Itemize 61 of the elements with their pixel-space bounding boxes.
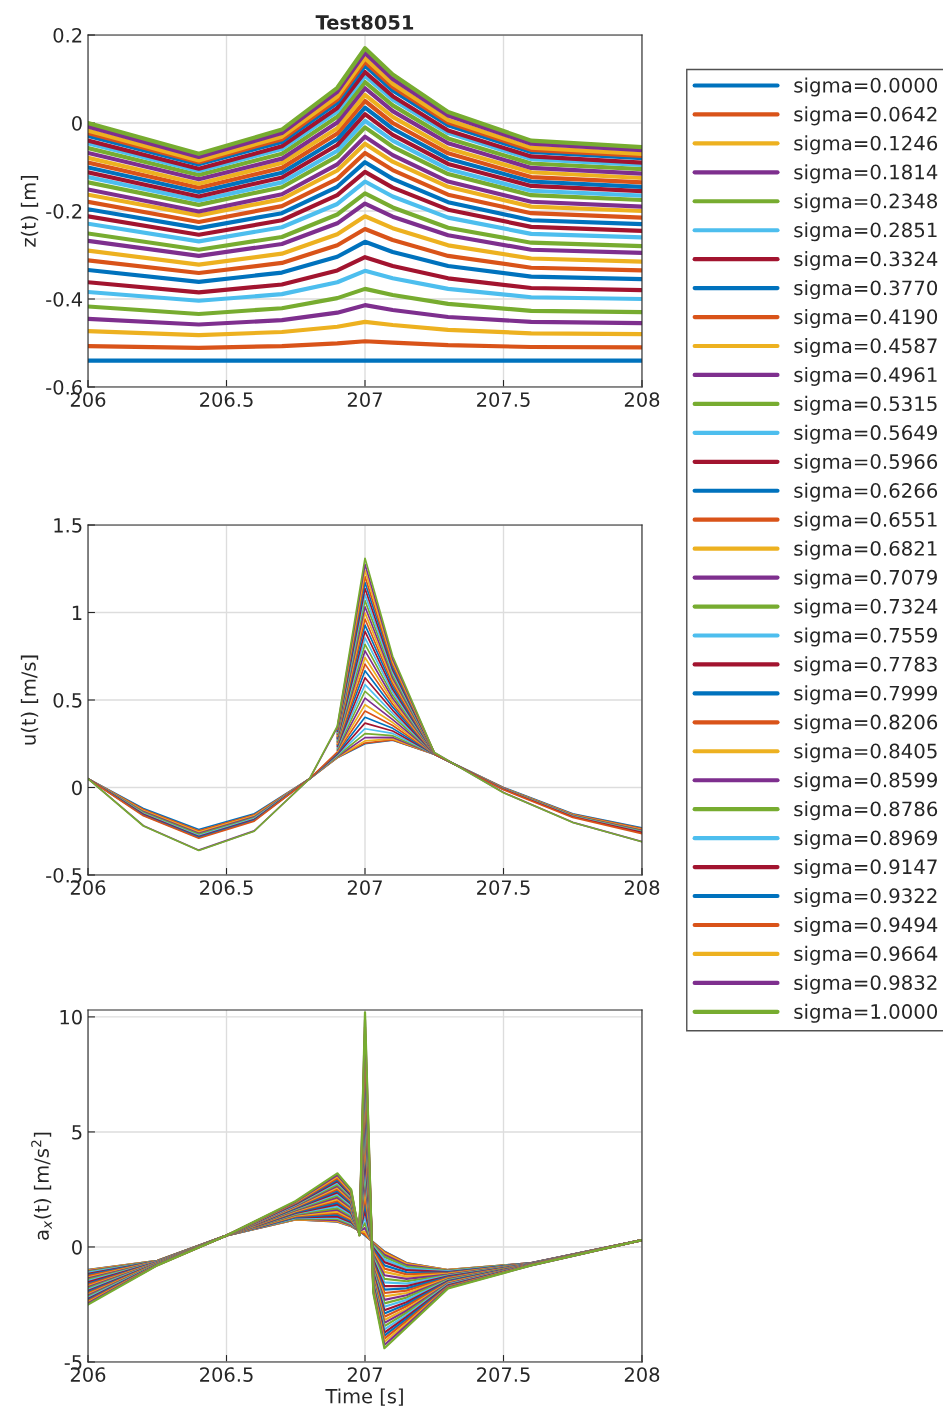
x-tick-label: 206.5	[200, 880, 253, 895]
legend-label: sigma=0.1246	[794, 135, 938, 155]
y-axis-title: z(t) [m]	[20, 176, 39, 247]
y-tick-label: -0.2	[46, 203, 82, 219]
y-tick-label: 10	[60, 1009, 82, 1025]
legend-label: sigma=0.0642	[794, 106, 937, 126]
legend-label: sigma=0.8969	[794, 830, 937, 850]
legend-label: sigma=0.8599	[794, 772, 937, 792]
legend-label: sigma=0.0000	[794, 77, 938, 97]
x-tick-label: 206.5	[200, 392, 253, 407]
x-axis-title: Time [s]	[325, 1388, 403, 1406]
legend-label: sigma=0.7999	[794, 685, 937, 705]
legend-label: sigma=1.0000	[794, 1003, 938, 1023]
y-tick-label: 0	[72, 115, 82, 131]
y-tick-label: 0	[72, 1239, 82, 1255]
legend-label: sigma=0.9147	[794, 859, 937, 879]
legend-label: sigma=0.7783	[794, 656, 937, 676]
legend-label: sigma=0.3770	[794, 280, 938, 300]
legend-label: sigma=0.1814	[794, 164, 938, 184]
x-tick-label: 207	[347, 1367, 382, 1382]
legend-label: sigma=0.8405	[794, 743, 937, 763]
legend-label: sigma=0.8786	[794, 801, 938, 821]
y-tick-label: 0.5	[53, 692, 82, 708]
x-tick-label: 206.5	[200, 1367, 253, 1382]
legend-label: sigma=0.3324	[794, 251, 938, 271]
legend-label: sigma=0.9322	[794, 887, 937, 908]
legend-label: sigma=0.7559	[794, 627, 937, 647]
y-tick-label: 1.5	[54, 518, 82, 533]
y-axis-title: a$_{x}$(t) [m/s$^{2}$]	[31, 1132, 52, 1240]
chart-title: Test8051	[315, 15, 414, 30]
legend-label: sigma=0.9664	[794, 945, 938, 965]
y-tick-label: 5	[72, 1125, 82, 1140]
y-tick-label: -0.4	[46, 291, 83, 307]
legend-label: sigma=0.9494	[794, 916, 938, 936]
legend-label: sigma=0.4190	[794, 308, 938, 329]
legend-label: sigma=0.4961	[794, 366, 937, 386]
legend-label: sigma=0.2348	[794, 193, 938, 213]
x-tick-label: 207.5	[477, 1367, 530, 1382]
legend-label: sigma=0.5649	[794, 424, 937, 444]
x-tick-label: 208	[624, 1367, 660, 1382]
y-tick-label: 1	[72, 605, 82, 620]
legend-label: sigma=0.5315	[794, 395, 937, 415]
legend-label: sigma=0.7324	[794, 598, 938, 618]
y-tick-label: 0.2	[53, 27, 82, 43]
x-tick-label: 207.5	[477, 880, 530, 895]
y-axis-title: u(t) [m/s]	[20, 655, 39, 745]
x-tick-label: 207.5	[477, 392, 530, 407]
legend-label: sigma=0.4587	[794, 337, 937, 358]
x-tick-label: 208	[624, 392, 660, 407]
legend-label: sigma=0.6551	[794, 511, 937, 531]
legend-label: sigma=0.7079	[794, 569, 937, 589]
legend-label: sigma=0.6266	[794, 482, 938, 502]
legend-label: sigma=0.8206	[794, 714, 938, 734]
legend-label: sigma=0.9832	[794, 974, 937, 994]
legend-label: sigma=0.6821	[794, 540, 937, 560]
y-tick-label: 0	[72, 780, 82, 796]
legend-label: sigma=0.5966	[794, 453, 938, 473]
x-tick-label: 207	[347, 392, 382, 407]
legend-label: sigma=0.2851	[794, 222, 937, 242]
x-tick-label: 207	[347, 880, 382, 895]
x-tick-label: 208	[624, 880, 660, 895]
